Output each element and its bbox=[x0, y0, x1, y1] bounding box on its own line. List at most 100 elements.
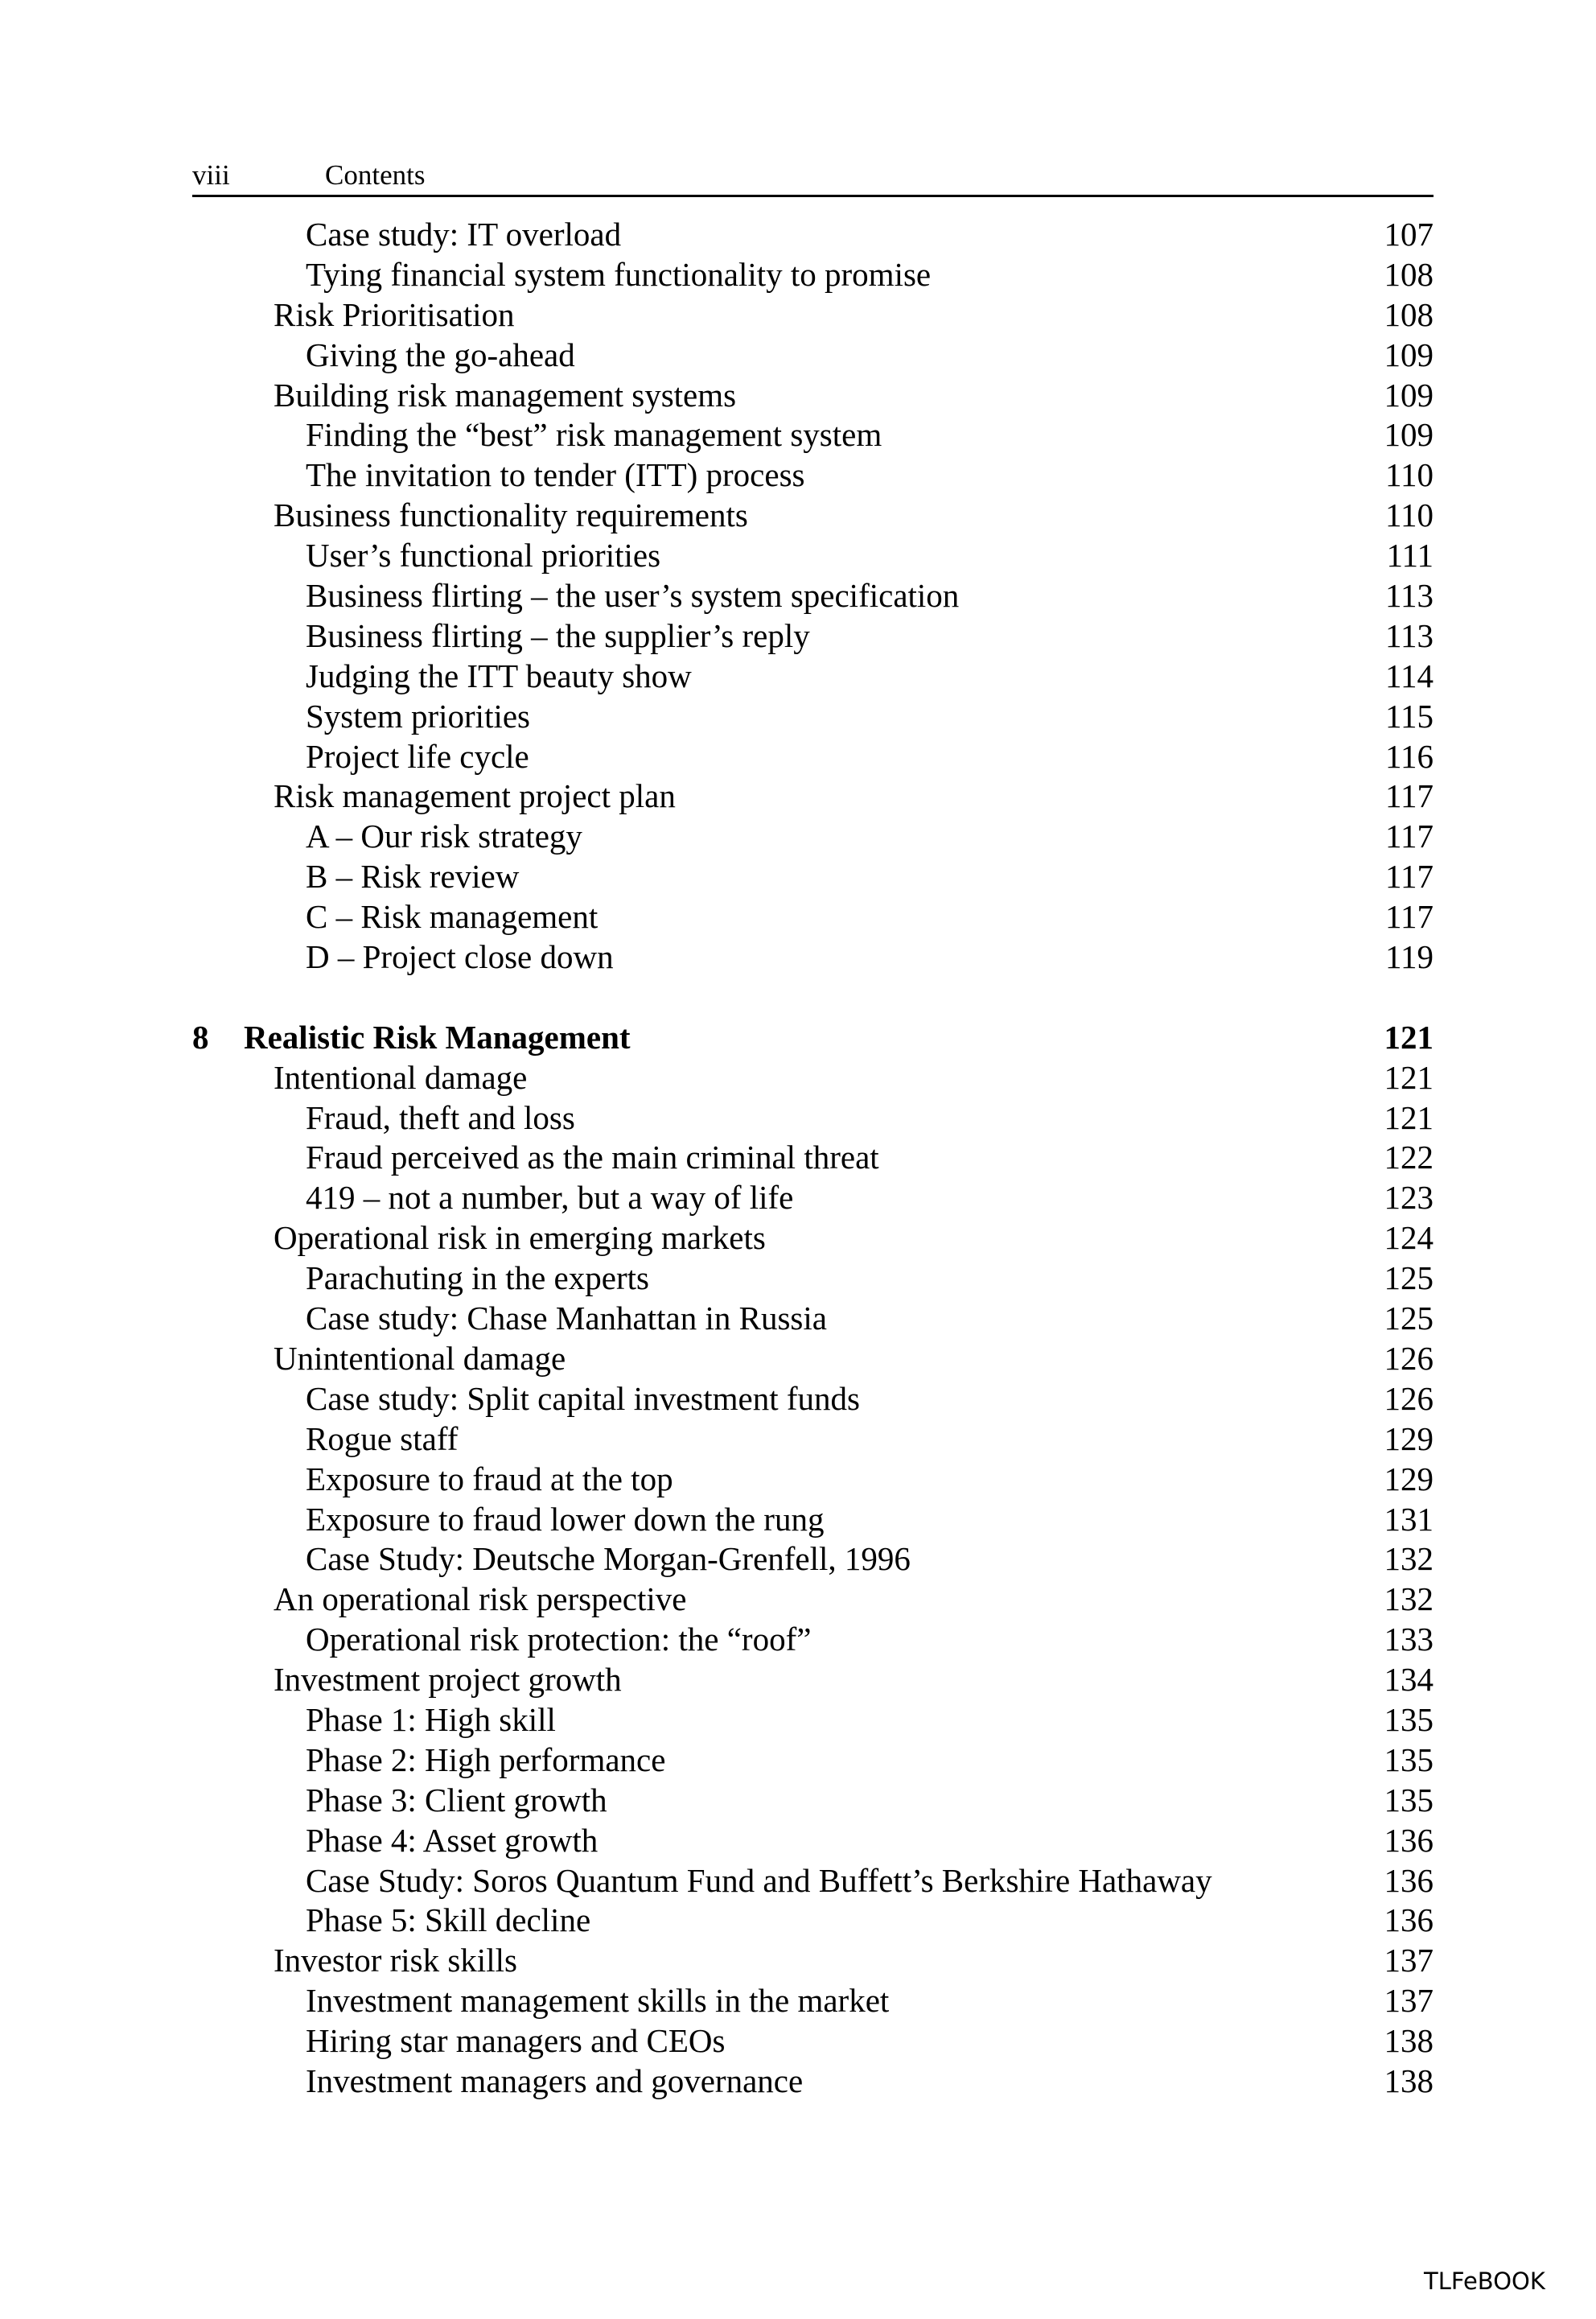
entry-title: B – Risk review bbox=[306, 858, 520, 896]
entry-page: 109 bbox=[1384, 376, 1434, 414]
toc-entry[interactable]: Exposure to fraud lower down the rung 131 bbox=[192, 1500, 1434, 1540]
header-rule bbox=[192, 195, 1434, 197]
entry-title: Operational risk protection: the “roof” bbox=[306, 1621, 812, 1658]
entry-title: Exposure to fraud at the top bbox=[306, 1460, 673, 1497]
toc-entry[interactable]: System priorities 115 bbox=[192, 697, 1434, 737]
entry-title: Hiring star managers and CEOs bbox=[306, 2022, 726, 2060]
toc-entry[interactable]: Hiring star managers and CEOs 138 bbox=[192, 2021, 1434, 2062]
toc-entry[interactable]: Exposure to fraud at the top 129 bbox=[192, 1460, 1434, 1500]
entry-title: Case study: IT overload bbox=[306, 216, 622, 253]
entry-page: 125 bbox=[1384, 1300, 1434, 1337]
entry-title: Rogue staff bbox=[306, 1419, 459, 1457]
toc-entry[interactable]: Fraud, theft and loss 121 bbox=[192, 1098, 1434, 1139]
entry-title: Risk management project plan bbox=[274, 777, 676, 815]
entry-page: 136 bbox=[1384, 1821, 1434, 1859]
entry-page: 138 bbox=[1384, 2062, 1434, 2099]
toc-entry[interactable]: Operational risk protection: the “roof” 1… bbox=[192, 1620, 1434, 1660]
entry-title: Phase 5: Skill decline bbox=[306, 1901, 591, 1939]
toc-entry[interactable]: Investment managers and governance 138 bbox=[192, 2062, 1434, 2102]
entry-title: System priorities bbox=[306, 697, 531, 735]
toc-entry[interactable]: Parachuting in the experts 125 bbox=[192, 1258, 1434, 1299]
entry-page: 129 bbox=[1384, 1460, 1434, 1497]
toc-entry[interactable]: Phase 1: High skill 135 bbox=[192, 1700, 1434, 1740]
entry-page: 133 bbox=[1384, 1621, 1434, 1658]
toc-entry[interactable]: Phase 4: Asset growth 136 bbox=[192, 1821, 1434, 1861]
toc-entry[interactable]: Investor risk skills 137 bbox=[192, 1941, 1434, 1981]
entry-page: 134 bbox=[1384, 1661, 1434, 1699]
toc-entry[interactable]: Case study: IT overload 107 bbox=[192, 215, 1434, 255]
entry-page: 117 bbox=[1385, 858, 1434, 896]
toc-entry[interactable]: A – Our risk strategy 117 bbox=[192, 817, 1434, 857]
toc-entry[interactable]: Business flirting – the user’s system sp… bbox=[192, 576, 1434, 616]
toc-entry[interactable]: Intentional damage 121 bbox=[192, 1058, 1434, 1098]
toc-entry[interactable]: User’s functional priorities 111 bbox=[192, 536, 1434, 576]
entry-page: 108 bbox=[1384, 255, 1434, 293]
toc-entry[interactable]: Business flirting – the supplier’s reply… bbox=[192, 616, 1434, 657]
toc-entry[interactable]: Phase 5: Skill decline 136 bbox=[192, 1901, 1434, 1941]
toc-entry[interactable]: Giving the go-ahead 109 bbox=[192, 336, 1434, 376]
entry-page: 121 bbox=[1384, 1018, 1434, 1056]
entry-title: Fraud perceived as the main criminal thr… bbox=[306, 1139, 879, 1176]
toc-entry[interactable]: Fraud perceived as the main criminal thr… bbox=[192, 1138, 1434, 1178]
toc-entry[interactable]: C – Risk management 117 bbox=[192, 897, 1434, 937]
entry-page: 108 bbox=[1384, 295, 1434, 333]
toc-entry[interactable]: Phase 3: Client growth 135 bbox=[192, 1781, 1434, 1821]
toc-entry[interactable]: Finding the “best” risk management syste… bbox=[192, 415, 1434, 455]
entry-title: Case Study: Soros Quantum Fund and Buffe… bbox=[306, 1861, 1212, 1899]
entry-title: Finding the “best” risk management syste… bbox=[306, 416, 882, 454]
toc-entry[interactable]: Unintentional damage 126 bbox=[192, 1339, 1434, 1379]
toc-entry[interactable]: Investment project growth 134 bbox=[192, 1660, 1434, 1700]
entry-title: Unintentional damage bbox=[274, 1339, 566, 1377]
entry-page: 109 bbox=[1384, 416, 1434, 454]
entry-page: 119 bbox=[1385, 938, 1434, 976]
toc-entry[interactable]: Business functionality requirements 110 bbox=[192, 496, 1434, 536]
entry-title: Exposure to fraud lower down the rung bbox=[306, 1500, 825, 1538]
entry-page: 116 bbox=[1385, 737, 1434, 775]
entry-page: 109 bbox=[1384, 336, 1434, 373]
entry-title: Tying financial system functionality to … bbox=[306, 255, 932, 293]
table-of-contents: Case study: IT overload 107 Tying financia… bbox=[192, 215, 1434, 2102]
toc-entry[interactable]: Building risk management systems 109 bbox=[192, 376, 1434, 416]
toc-chapter[interactable]: 8 Realistic Risk Management 121 bbox=[192, 1018, 1434, 1058]
toc-entry[interactable]: B – Risk review 117 bbox=[192, 857, 1434, 897]
entry-page: 111 bbox=[1386, 537, 1434, 575]
toc-entry[interactable]: An operational risk perspective 132 bbox=[192, 1580, 1434, 1620]
toc-entry[interactable]: 419 – not a number, but a way of life 123 bbox=[192, 1178, 1434, 1218]
entry-page: 132 bbox=[1384, 1540, 1434, 1578]
toc-entry[interactable]: Project life cycle 116 bbox=[192, 737, 1434, 777]
toc-entry[interactable]: The invitation to tender (ITT) process 11… bbox=[192, 455, 1434, 496]
entry-page: 131 bbox=[1384, 1500, 1434, 1538]
toc-entry[interactable]: Tying financial system functionality to … bbox=[192, 255, 1434, 295]
toc-entry[interactable]: Operational risk in emerging markets 124 bbox=[192, 1218, 1434, 1258]
entry-title: Building risk management systems bbox=[274, 376, 737, 414]
toc-entry[interactable]: Investment management skills in the mark… bbox=[192, 1981, 1434, 2021]
toc-entry[interactable]: Case study: Chase Manhattan in Russia 125 bbox=[192, 1299, 1434, 1339]
entry-title: Business flirting – the user’s system sp… bbox=[306, 577, 960, 615]
entry-page: 135 bbox=[1384, 1700, 1434, 1738]
entry-page: 129 bbox=[1384, 1419, 1434, 1457]
toc-entry[interactable]: Judging the ITT beauty show 114 bbox=[192, 657, 1434, 697]
entry-title: Parachuting in the experts bbox=[306, 1259, 649, 1297]
entry-page: 126 bbox=[1384, 1339, 1434, 1377]
entry-page: 117 bbox=[1385, 818, 1434, 855]
toc-entry[interactable]: Risk Prioritisation 108 bbox=[192, 295, 1434, 336]
entry-page: 123 bbox=[1384, 1179, 1434, 1217]
entry-title: A – Our risk strategy bbox=[306, 818, 582, 855]
entry-page: 125 bbox=[1384, 1259, 1434, 1297]
toc-entry[interactable]: D – Project close down 119 bbox=[192, 937, 1434, 978]
entry-title: Phase 1: High skill bbox=[306, 1700, 556, 1738]
entry-page: 113 bbox=[1385, 616, 1434, 654]
entry-page: 137 bbox=[1384, 1942, 1434, 1979]
toc-entry[interactable]: Phase 2: High performance 135 bbox=[192, 1740, 1434, 1781]
chapter-spacer bbox=[192, 978, 1434, 1018]
toc-entry[interactable]: Rogue staff 129 bbox=[192, 1419, 1434, 1460]
toc-entry[interactable]: Case study: Split capital investment fun… bbox=[192, 1379, 1434, 1419]
toc-entry[interactable]: Case Study: Soros Quantum Fund and Buffe… bbox=[192, 1861, 1434, 1901]
toc-entry[interactable]: Case Study: Deutsche Morgan-Grenfell, 19… bbox=[192, 1539, 1434, 1580]
toc-entry[interactable]: Risk management project plan 117 bbox=[192, 776, 1434, 817]
entry-page: 121 bbox=[1384, 1058, 1434, 1096]
entry-title: Project life cycle bbox=[306, 737, 529, 775]
entry-title: Phase 3: Client growth bbox=[306, 1781, 607, 1819]
entry-page: 115 bbox=[1385, 697, 1434, 735]
entry-title: Case Study: Deutsche Morgan-Grenfell, 19… bbox=[306, 1540, 911, 1578]
